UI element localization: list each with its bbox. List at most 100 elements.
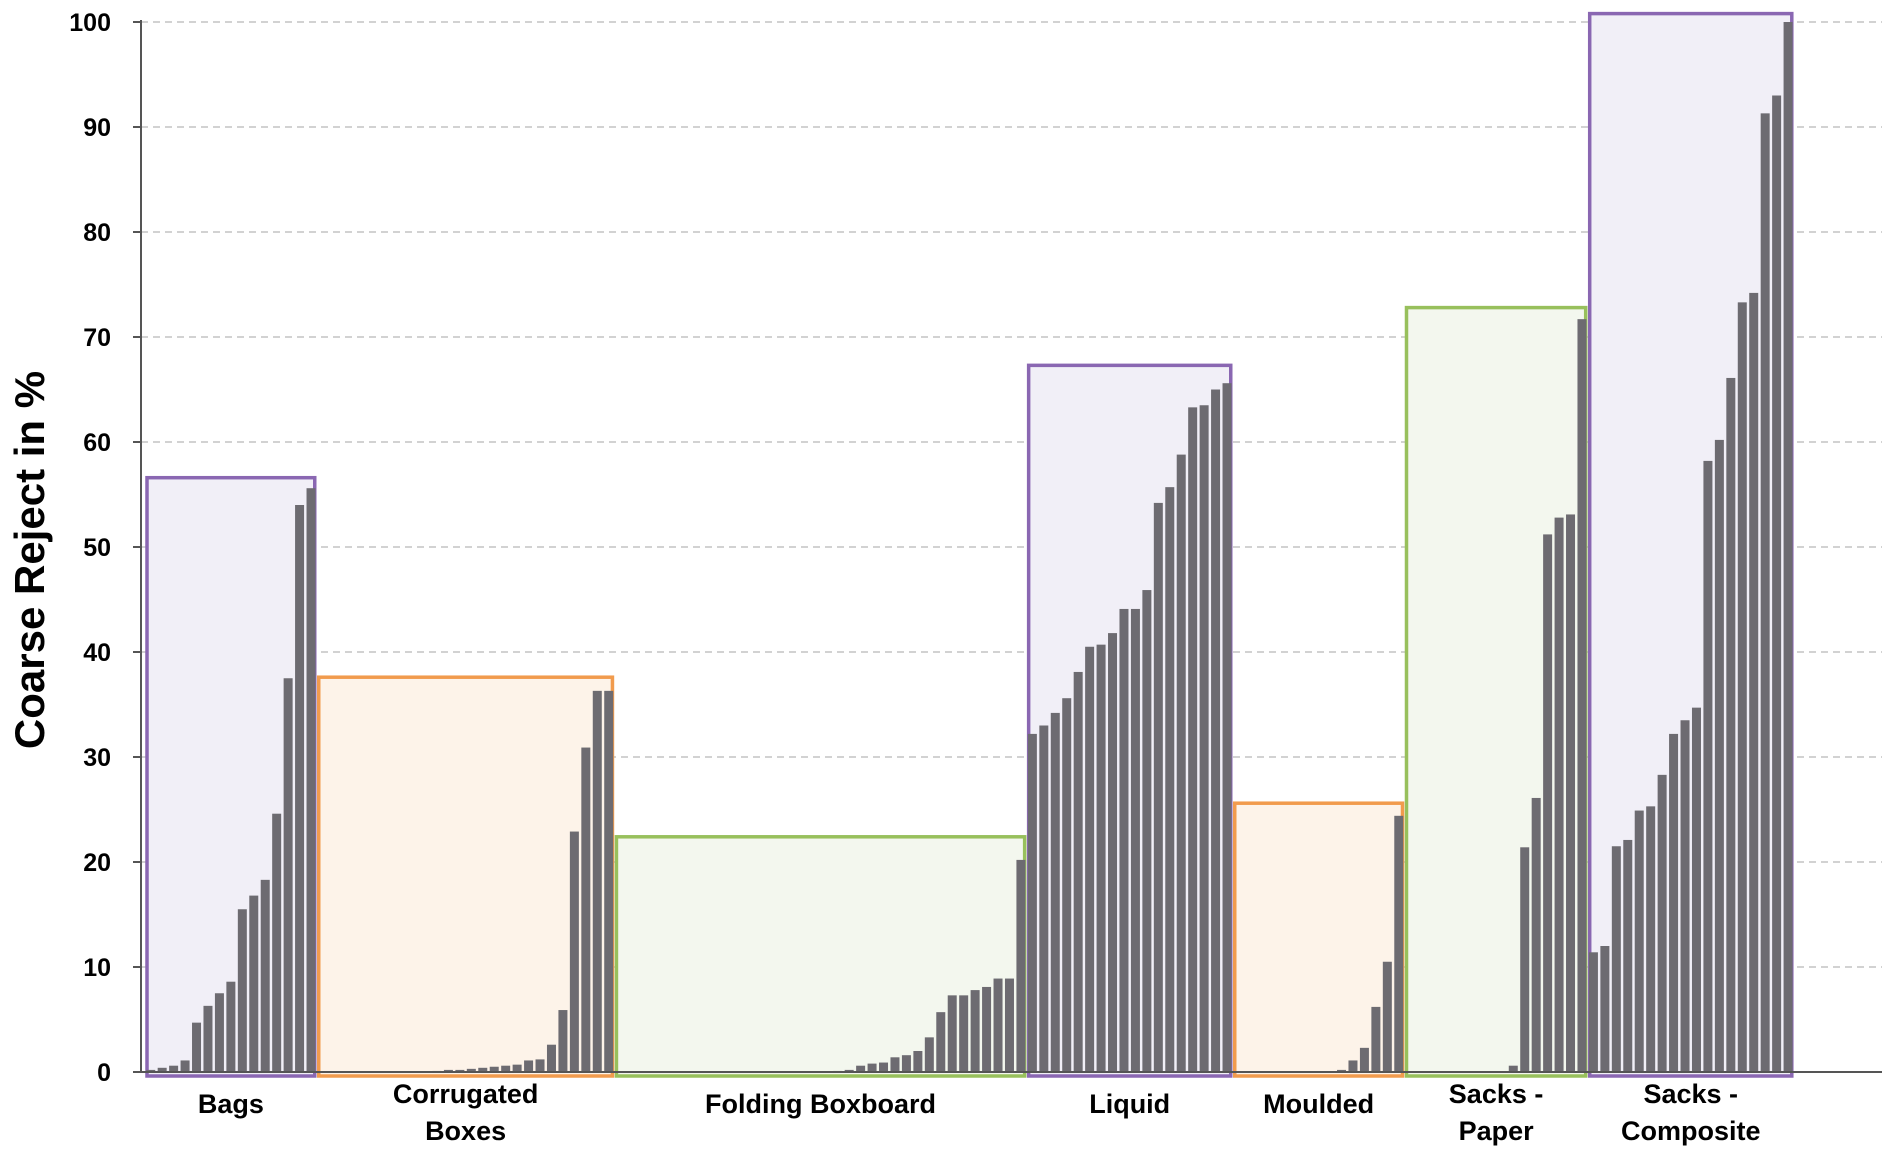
category-label: Liquid [1089, 1089, 1170, 1119]
bar [1039, 725, 1049, 1072]
bar [1176, 454, 1186, 1073]
bar [924, 1037, 934, 1072]
bar [1772, 95, 1782, 1072]
category-label: Sacks - [1449, 1079, 1544, 1109]
bar [1016, 859, 1026, 1072]
y-tick-label: 20 [83, 849, 111, 877]
bar [1348, 1060, 1358, 1072]
category-label: Moulded [1263, 1089, 1374, 1119]
bar [1096, 644, 1106, 1072]
bar [260, 879, 270, 1072]
bar [844, 1069, 854, 1072]
bar [1531, 797, 1541, 1072]
bar [1188, 407, 1198, 1073]
bar [890, 1057, 900, 1072]
bar [1543, 534, 1553, 1072]
bar [1508, 1065, 1518, 1072]
category-label: Folding Boxboard [705, 1089, 936, 1119]
bar [947, 995, 957, 1072]
bar [146, 1069, 156, 1072]
category-label: Bags [198, 1089, 264, 1119]
bar [1611, 846, 1621, 1072]
bar [936, 1012, 946, 1072]
bar [1222, 383, 1232, 1072]
bar [478, 1067, 488, 1072]
y-tick-label: 50 [83, 534, 111, 562]
category-label: Corrugated [393, 1079, 539, 1109]
bar [913, 1051, 923, 1072]
bar [214, 993, 224, 1072]
category-label: Paper [1459, 1116, 1535, 1146]
bar [1680, 720, 1690, 1072]
bar [1073, 671, 1083, 1072]
y-tick-label: 70 [83, 324, 111, 352]
bar [1588, 952, 1598, 1072]
y-tick-label: 30 [83, 744, 111, 772]
bar [1165, 487, 1175, 1072]
bar [1359, 1047, 1369, 1072]
bar [272, 813, 282, 1072]
y-tick-label: 80 [83, 219, 111, 247]
bar [1737, 302, 1747, 1073]
bar [546, 1044, 556, 1072]
bar [203, 1005, 213, 1072]
y-tick-label: 90 [83, 114, 111, 142]
bar [1691, 707, 1701, 1072]
y-tick-label: 0 [97, 1059, 111, 1087]
bar [1760, 113, 1770, 1073]
bar [535, 1059, 545, 1072]
bar [1382, 961, 1392, 1072]
category-label: Boxes [425, 1116, 506, 1146]
bar [1108, 633, 1118, 1072]
bar [1634, 810, 1644, 1072]
bar [1199, 405, 1209, 1072]
bar [237, 909, 247, 1072]
bar [982, 986, 992, 1072]
bar [1623, 839, 1633, 1072]
bar [901, 1055, 911, 1072]
bar [295, 505, 305, 1072]
bar [306, 488, 316, 1072]
category-label: Sacks - [1643, 1079, 1738, 1109]
bar [455, 1069, 465, 1072]
bar [959, 995, 969, 1072]
bar [1520, 847, 1530, 1072]
y-axis-title: Coarse Reject in % [6, 371, 53, 749]
bar [249, 895, 259, 1072]
bar [192, 1022, 202, 1072]
bar [169, 1065, 179, 1072]
bar [993, 978, 1003, 1072]
bar [1726, 377, 1736, 1072]
bar [1646, 806, 1656, 1072]
bar [879, 1062, 889, 1072]
bar [512, 1064, 522, 1072]
bar [1394, 815, 1404, 1072]
bar [867, 1063, 877, 1072]
bar [283, 678, 293, 1072]
bar [558, 1010, 568, 1072]
bar [1714, 439, 1724, 1072]
category-label: Composite [1621, 1116, 1761, 1146]
bar [1130, 608, 1140, 1072]
bars [146, 22, 1793, 1073]
bar [1749, 292, 1759, 1072]
category-labels: Bags Corrugated Boxes Folding Boxboard Liqui… [198, 1079, 1761, 1146]
bar [1669, 733, 1679, 1072]
bar [1004, 978, 1014, 1072]
bar [1703, 460, 1713, 1072]
bar [1050, 712, 1060, 1072]
bar [592, 690, 602, 1072]
bar [443, 1069, 453, 1072]
bar [1600, 946, 1610, 1072]
bar [180, 1060, 190, 1072]
bar [466, 1068, 476, 1072]
bar [1783, 22, 1793, 1072]
bar [1657, 774, 1667, 1072]
bar [569, 831, 579, 1072]
bar [1119, 608, 1129, 1072]
bar [970, 990, 980, 1072]
y-axis: 0 10 20 30 40 50 60 70 80 90 100 [69, 9, 1882, 1087]
bar [604, 690, 614, 1072]
y-tick-label: 100 [69, 9, 111, 37]
